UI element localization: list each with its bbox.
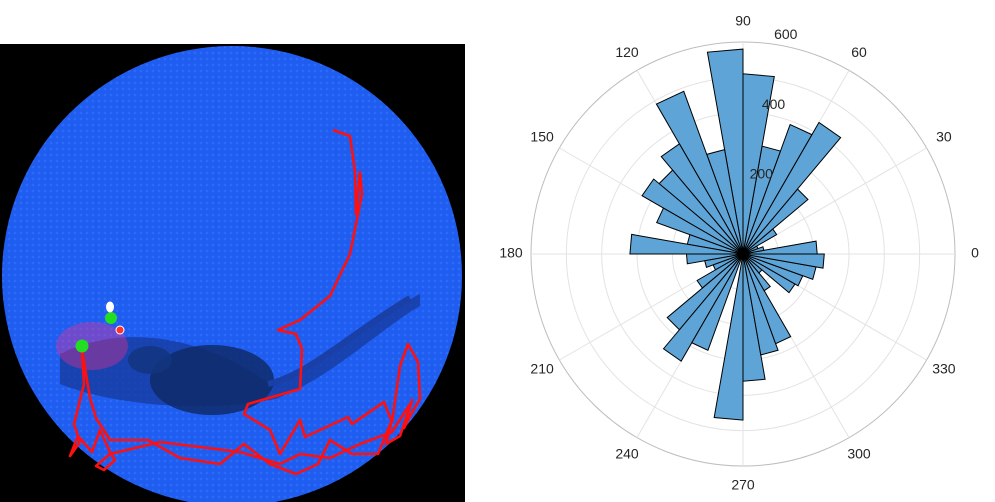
theta-tick-label: 120 (615, 44, 639, 60)
polar-histogram: 0 30 60 90 120 150 180 210 240 270 300 330 200 400 600 (499, 13, 979, 493)
theta-tick-label: 210 (530, 361, 554, 377)
animal-body (150, 345, 274, 415)
animal-head (128, 346, 172, 374)
arena-photo-graphic (2, 46, 462, 502)
tick-labels: 0 30 60 90 120 150 180 210 240 270 300 330 200 400 600 (499, 13, 979, 493)
arena-shadow (60, 294, 420, 407)
theta-tick-label: 240 (615, 446, 639, 462)
theta-tick-label: 90 (735, 13, 751, 29)
histogram-bar (691, 253, 744, 351)
theta-tick-label: 270 (731, 477, 755, 493)
arena-photo (0, 44, 465, 502)
theta-tick-label: 0 (971, 245, 979, 261)
theta-tick-label: 330 (932, 361, 956, 377)
marker-white (106, 301, 114, 313)
theta-tick-label: 300 (847, 446, 871, 462)
histogram-bar (742, 253, 825, 269)
theta-tick-label: 180 (499, 245, 523, 261)
marker-red (115, 325, 125, 335)
theta-tick-label: 30 (936, 129, 952, 145)
r-tick-label: 600 (774, 26, 798, 42)
r-tick-label: 400 (762, 96, 786, 112)
marker-green-2 (105, 312, 117, 324)
theta-tick-label: 150 (530, 129, 554, 145)
marker-green-1 (75, 339, 89, 353)
r-tick-label: 200 (750, 165, 774, 181)
light-glow (56, 322, 128, 370)
histogram-bars (629, 48, 842, 421)
trajectory-track (68, 128, 422, 476)
polar-histogram-panel: 0 30 60 90 120 150 180 210 240 270 300 330 200 400 600 (480, 0, 995, 502)
histogram-bar (742, 253, 792, 345)
animal-tail (267, 295, 412, 387)
theta-tick-label: 60 (851, 44, 867, 60)
